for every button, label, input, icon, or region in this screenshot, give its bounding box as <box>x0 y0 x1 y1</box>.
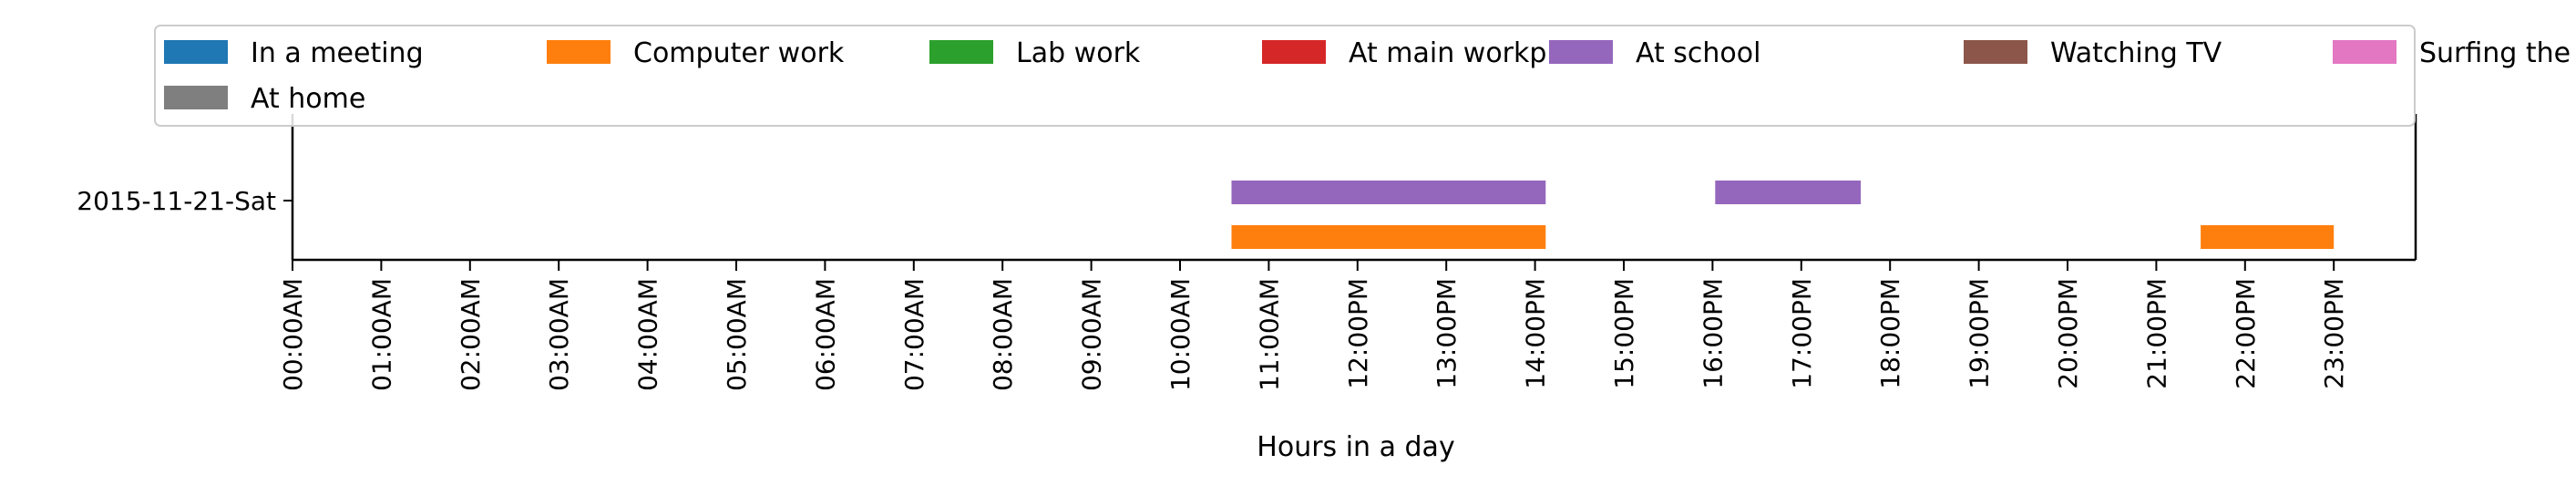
legend-swatch <box>164 40 228 64</box>
x-tick-label: 15:00PM <box>1609 278 1639 389</box>
plot-layer <box>1231 181 2335 249</box>
x-tick-label: 16:00PM <box>1698 278 1728 389</box>
legend-label: Computer work <box>633 37 845 69</box>
x-tick-label: 21:00PM <box>2141 278 2171 389</box>
legend: In a meeting Computer work Lab work At main… <box>154 25 2576 127</box>
x-tick-label: 00:00AM <box>278 278 308 391</box>
x-tick-label: 14:00PM <box>1521 278 1551 389</box>
x-tick-label: 04:00AM <box>633 278 663 391</box>
y-tick-label: 2015-11-21-Sat <box>77 186 276 216</box>
bar-computer-work-2 <box>2201 225 2335 249</box>
axes-layer: 2015-11-21-Sat 00:00AM 01:00AM 02:00AM 03:00… <box>77 114 2417 391</box>
x-tick-label: 03:00AM <box>544 278 574 391</box>
legend-label: Lab work <box>1016 37 1141 69</box>
legend-swatch <box>1262 40 1326 64</box>
x-tick-label: 02:00AM <box>456 278 486 391</box>
x-tick-label: 10:00AM <box>1165 278 1196 391</box>
legend-swatch <box>2333 40 2396 64</box>
legend-swatch <box>547 40 611 64</box>
legend-swatch <box>1964 40 2027 64</box>
legend-swatch <box>164 86 228 109</box>
bar-computer-work-1 <box>1231 225 1546 249</box>
x-tick-label: 08:00AM <box>988 278 1018 391</box>
x-tick-label: 18:00PM <box>1875 278 1905 389</box>
x-tick-label: 11:00AM <box>1254 278 1284 391</box>
legend-box <box>154 25 2416 127</box>
x-tick-label: 22:00PM <box>2231 278 2261 389</box>
x-axis-title: Hours in a day <box>1257 431 1454 463</box>
legend-swatch <box>1549 40 1613 64</box>
x-tick-label: 05:00AM <box>722 278 752 391</box>
bar-at-school-2 <box>1715 181 1862 204</box>
legend-label: At school <box>1636 37 1760 69</box>
legend-label: Watching TV <box>2050 37 2222 69</box>
legend-swatch <box>929 40 993 64</box>
legend-label: In a meeting <box>251 37 424 69</box>
x-tick-label: 17:00PM <box>1787 278 1817 389</box>
x-tick-label: 20:00PM <box>2053 278 2083 389</box>
x-tick-label: 09:00AM <box>1077 278 1107 391</box>
x-tick-label: 12:00PM <box>1343 278 1373 389</box>
x-tick-label: 13:00PM <box>1432 278 1462 389</box>
x-tick-label: 19:00PM <box>1965 278 1995 389</box>
legend-label: At home <box>251 83 365 115</box>
x-tick-label: 01:00AM <box>366 278 396 391</box>
x-tick-label: 07:00AM <box>899 278 929 391</box>
x-tick-label: 06:00AM <box>810 278 840 391</box>
bar-at-school-1 <box>1231 181 1546 204</box>
x-tick-label: 23:00PM <box>2319 278 2349 389</box>
legend-label: Surfing the internet <box>2419 37 2576 69</box>
